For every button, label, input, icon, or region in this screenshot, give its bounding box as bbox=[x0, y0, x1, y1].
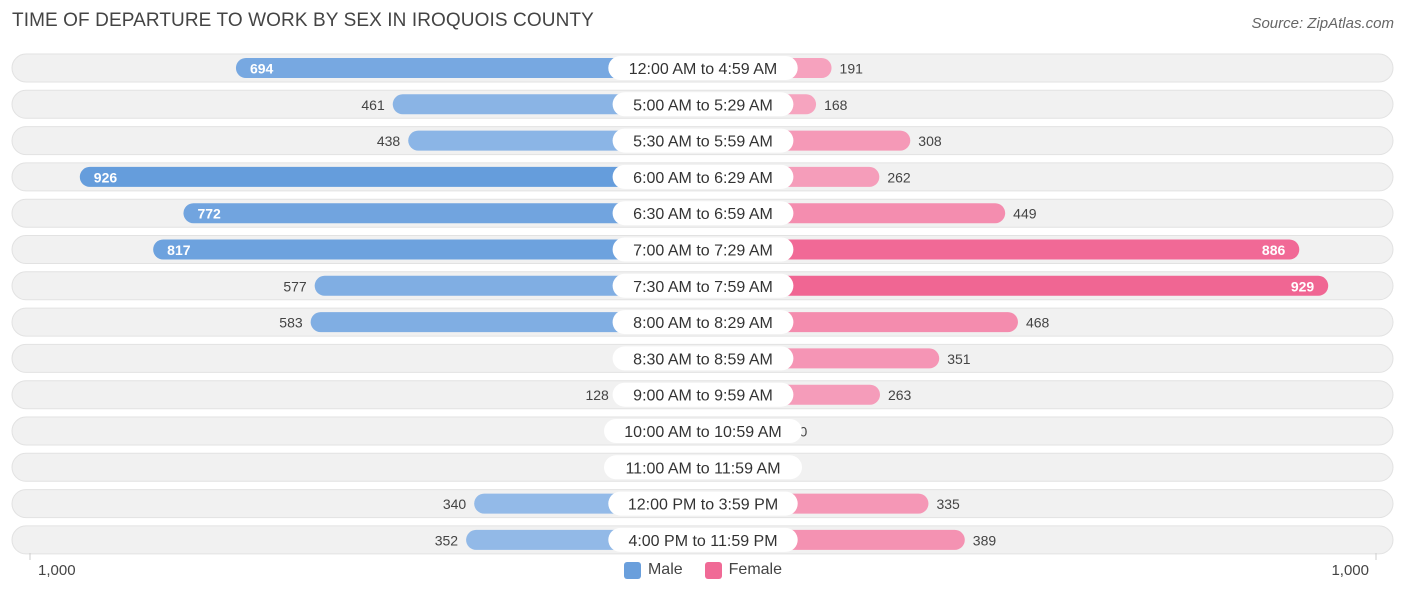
category-label: 5:00 AM to 5:29 AM bbox=[633, 97, 773, 114]
chart-row: 438 308 5:30 AM to 5:59 AM bbox=[11, 126, 1394, 156]
category-label: 6:00 AM to 6:29 AM bbox=[633, 170, 773, 187]
chart-row: 817 886 7:00 AM to 7:29 AM bbox=[11, 235, 1394, 264]
category-label: 6:30 AM to 6:59 AM bbox=[633, 206, 773, 223]
chart-row: 577 929 7:30 AM to 7:59 AM bbox=[11, 271, 1394, 301]
value-label-male: 583 bbox=[279, 315, 303, 331]
value-label-female: 468 bbox=[1026, 315, 1050, 331]
category-label: 7:30 AM to 7:59 AM bbox=[633, 279, 773, 296]
category-label: 8:30 AM to 8:59 AM bbox=[633, 351, 773, 368]
value-label-female: 263 bbox=[888, 387, 912, 403]
value-label-female: 351 bbox=[947, 351, 971, 367]
chart-row: 352 389 4:00 PM to 11:59 PM bbox=[11, 525, 1394, 555]
chart-row: 6811010:00 AM to 10:59 AM bbox=[11, 416, 1394, 446]
category-pill bbox=[608, 527, 798, 552]
value-label-male: 926 bbox=[94, 169, 118, 185]
category-pill bbox=[608, 56, 798, 80]
value-label-female: 449 bbox=[1013, 206, 1037, 222]
category-pill bbox=[612, 382, 794, 407]
value-label-female: 308 bbox=[918, 133, 942, 149]
axis-left-label: 1,000 bbox=[38, 562, 76, 579]
value-label-female: 886 bbox=[1262, 242, 1286, 258]
chart-title: TIME OF DEPARTURE TO WORK BY SEX IN IROQ… bbox=[12, 10, 594, 31]
category-pill bbox=[604, 419, 802, 443]
chart-row: 463518:30 AM to 8:59 AM bbox=[11, 343, 1394, 373]
chart-row: 694 191 12:00 AM to 4:59 AM bbox=[11, 53, 1394, 83]
value-label-female: 389 bbox=[973, 532, 997, 548]
value-label-female: 191 bbox=[840, 61, 864, 77]
bar-male bbox=[183, 203, 714, 224]
value-label-female: 168 bbox=[824, 97, 848, 113]
value-label-male: 817 bbox=[167, 242, 191, 258]
category-pill bbox=[612, 273, 794, 298]
value-label-male: 694 bbox=[250, 61, 274, 77]
category-label: 11:00 AM to 11:59 AM bbox=[625, 460, 780, 477]
value-label-male: 772 bbox=[197, 206, 221, 222]
value-label-female: 335 bbox=[936, 496, 960, 512]
legend: Male Female bbox=[0, 561, 1406, 579]
chart-row: 926 262 6:00 AM to 6:29 AM bbox=[11, 162, 1394, 192]
legend-item-female[interactable]: Female bbox=[704, 561, 783, 579]
category-label: 12:00 PM to 3:59 PM bbox=[628, 497, 778, 514]
category-label: 9:00 AM to 9:59 AM bbox=[633, 388, 773, 405]
category-pill bbox=[612, 310, 794, 335]
legend-label-female: Female bbox=[728, 561, 783, 578]
category-label: 10:00 AM to 10:59 AM bbox=[624, 424, 781, 441]
bar-male bbox=[79, 166, 713, 187]
bar-female bbox=[693, 275, 1329, 296]
source-label: Source: ZipAtlas.com bbox=[1251, 15, 1394, 32]
chart-row: 340 335 12:00 PM to 3:59 PM bbox=[11, 489, 1394, 519]
legend-swatch-female bbox=[704, 561, 722, 579]
value-label-male: 461 bbox=[361, 97, 385, 113]
category-label: 12:00 AM to 4:59 AM bbox=[629, 61, 778, 78]
category-label: 7:00 AM to 7:29 AM bbox=[633, 243, 773, 260]
category-label: 5:30 AM to 5:59 AM bbox=[633, 134, 773, 151]
category-pill bbox=[612, 346, 794, 371]
bar-female bbox=[693, 239, 1300, 260]
value-label-male: 128 bbox=[585, 387, 609, 403]
chart-row: 583 468 8:00 AM to 8:29 AM bbox=[11, 307, 1394, 337]
axis-right-label: 1,000 bbox=[1331, 562, 1369, 579]
category-pill bbox=[612, 128, 794, 153]
category-pill bbox=[604, 455, 802, 480]
legend-label-male: Male bbox=[647, 561, 683, 578]
category-label: 8:00 AM to 8:29 AM bbox=[633, 315, 773, 332]
value-label-female: 262 bbox=[887, 169, 911, 185]
legend-item-male[interactable]: Male bbox=[623, 561, 683, 579]
category-pill bbox=[612, 237, 794, 262]
chart: 694 191 12:00 AM to 4:59 AM 461 168 5:00 AM t… bbox=[11, 53, 1394, 560]
category-pill bbox=[612, 164, 794, 189]
bar-male bbox=[153, 239, 713, 260]
value-label-male: 577 bbox=[283, 278, 307, 294]
bar-male bbox=[235, 58, 714, 78]
bar-male bbox=[314, 275, 713, 296]
value-label-male: 438 bbox=[377, 133, 401, 149]
category-pill bbox=[608, 491, 798, 516]
value-label-male: 340 bbox=[443, 496, 467, 512]
value-label-male: 352 bbox=[435, 532, 459, 548]
chart-row: 128 263 9:00 AM to 9:59 AM bbox=[11, 380, 1394, 410]
legend-swatch-male bbox=[623, 561, 641, 579]
category-label: 4:00 PM to 11:59 PM bbox=[628, 533, 777, 550]
value-label-female: 929 bbox=[1291, 278, 1315, 294]
chart-row: 902611:00 AM to 11:59 AM bbox=[11, 452, 1394, 482]
category-pill bbox=[612, 201, 794, 226]
category-pill bbox=[612, 92, 794, 117]
chart-row: 772 449 6:30 AM to 6:59 AM bbox=[11, 198, 1394, 228]
chart-row: 461 168 5:00 AM to 5:29 AM bbox=[11, 89, 1394, 119]
bar-male bbox=[310, 312, 713, 333]
